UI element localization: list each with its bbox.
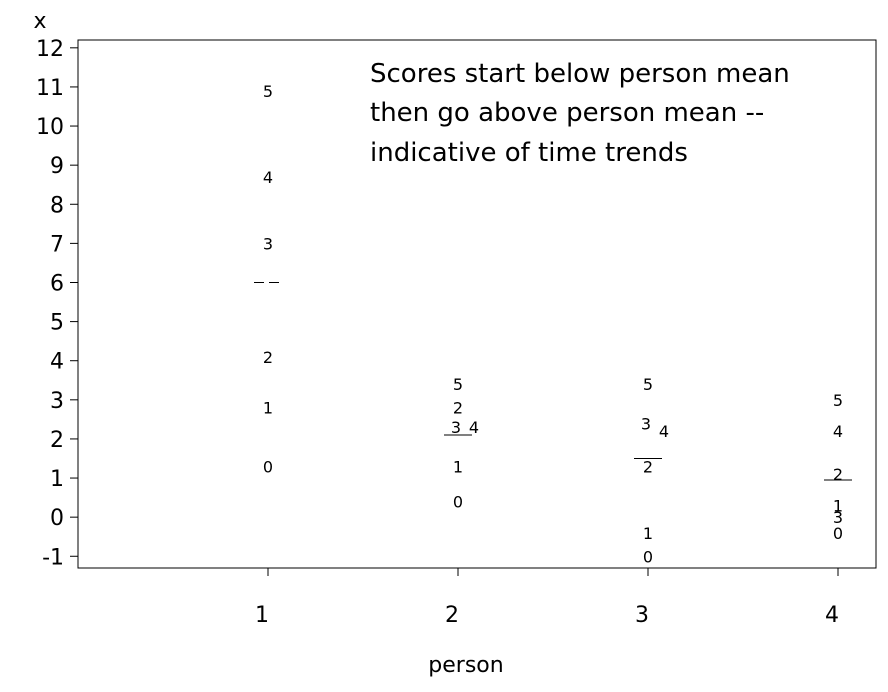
data-point: 5 bbox=[263, 82, 273, 101]
data-point: 3 bbox=[263, 234, 273, 253]
y-tick-label: 2 bbox=[50, 428, 64, 453]
x-tick-label: 4 bbox=[825, 603, 839, 628]
data-point: 2 bbox=[833, 465, 843, 484]
data-point: 0 bbox=[833, 524, 843, 543]
data-point: 4 bbox=[833, 422, 843, 441]
data-point: 2 bbox=[263, 348, 273, 367]
data-point: 1 bbox=[833, 496, 843, 515]
y-tick-label: 8 bbox=[50, 193, 64, 218]
annotation-line-2: then go above person mean -- bbox=[370, 98, 764, 128]
y-tick-label: 7 bbox=[50, 232, 64, 257]
data-point: 3 bbox=[833, 508, 843, 527]
data-point: 2 bbox=[453, 399, 463, 418]
x-axis-label: person bbox=[428, 653, 503, 678]
person-mean-lines bbox=[254, 281, 852, 481]
data-point: 4 bbox=[469, 418, 479, 437]
x-tick-label: 1 bbox=[255, 603, 269, 628]
y-tick-label: 5 bbox=[50, 311, 64, 336]
x-tick-label: 3 bbox=[635, 603, 649, 628]
y-tick-label: -1 bbox=[42, 545, 64, 570]
data-point: 3 bbox=[641, 414, 651, 433]
data-point: 0 bbox=[643, 547, 653, 566]
y-tick-label: 3 bbox=[50, 389, 64, 414]
data-point: 5 bbox=[453, 375, 463, 394]
plot-frame bbox=[77, 39, 877, 569]
data-point: 4 bbox=[659, 422, 669, 441]
y-tick-label: 4 bbox=[50, 350, 64, 375]
data-point: 1 bbox=[453, 457, 463, 476]
data-point: 1 bbox=[263, 399, 273, 418]
data-point: 5 bbox=[643, 375, 653, 394]
annotation-line-3: indicative of time trends bbox=[370, 138, 688, 168]
y-tick-label: 1 bbox=[50, 467, 64, 492]
y-tick-label: 6 bbox=[50, 271, 64, 296]
y-tick-label: 0 bbox=[50, 506, 64, 531]
x-axis: 1 2 3 4 bbox=[255, 568, 839, 628]
data-point: 3 bbox=[451, 418, 461, 437]
y-axis-label: x bbox=[33, 9, 46, 34]
data-point: 5 bbox=[833, 391, 843, 410]
data-point: 1 bbox=[643, 524, 653, 543]
data-point: 0 bbox=[453, 493, 463, 512]
annotation-line-1: Scores start below person mean bbox=[370, 59, 790, 89]
y-tick-label: 12 bbox=[36, 37, 64, 62]
x-tick-label: 2 bbox=[445, 603, 459, 628]
y-tick-label: 11 bbox=[36, 76, 64, 101]
data-point: 2 bbox=[643, 457, 653, 476]
y-tick-label: 9 bbox=[50, 154, 64, 179]
y-tick-label: 10 bbox=[36, 115, 64, 140]
annotation: Scores start below person mean then go a… bbox=[370, 59, 798, 168]
data-point: 0 bbox=[263, 457, 273, 476]
data-point: 4 bbox=[263, 168, 273, 187]
